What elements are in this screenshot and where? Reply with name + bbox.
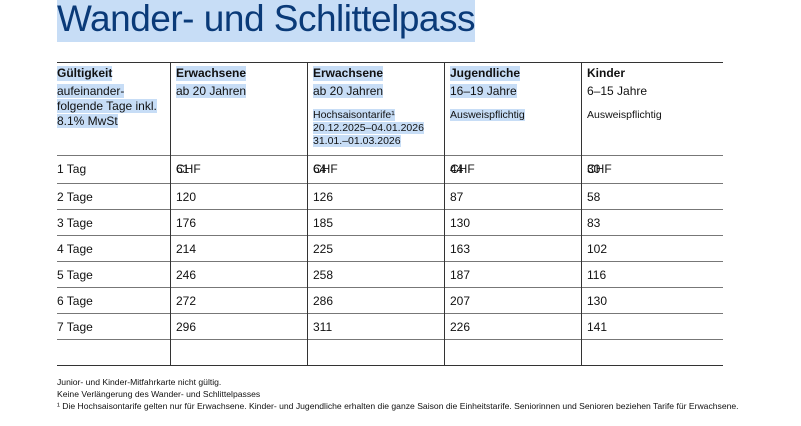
footnote: ¹ Die Hochsaisontarife gelten nur für Er…	[57, 401, 739, 411]
header-note: 31.01.–01.03.2026	[313, 135, 401, 147]
header-notes: Ausweispflichtig	[450, 109, 525, 122]
row-label: 7 Tage	[57, 320, 93, 334]
price: 130	[587, 294, 608, 308]
rule	[57, 261, 723, 262]
price: 30	[587, 162, 601, 176]
rule	[57, 287, 723, 288]
header-line: ab 20 Jahren	[176, 84, 247, 98]
price: 214	[176, 242, 197, 256]
rule	[57, 235, 723, 236]
currency: CHF	[587, 162, 612, 176]
row-label: 5 Tage	[57, 268, 93, 282]
price: 141	[587, 320, 608, 334]
rule	[57, 183, 723, 184]
price: 163	[450, 242, 471, 256]
column-rule	[307, 62, 308, 366]
header-title: Jugendliche	[450, 66, 521, 81]
header-line: folgende Tage inkl.	[57, 99, 157, 113]
currency: CHF	[313, 162, 338, 176]
price: 272	[176, 294, 197, 308]
rule	[57, 209, 723, 210]
row-label: 4 Tage	[57, 242, 93, 256]
header-cell: Erwachsene ab 20 Jahren	[313, 66, 384, 99]
price: 225	[313, 242, 334, 256]
header-note: Hochsaisontarife¹	[313, 109, 395, 121]
rule	[57, 365, 723, 366]
header-title: Kinder	[587, 66, 626, 80]
rule	[57, 62, 723, 63]
price: 246	[176, 268, 197, 282]
price: 311	[313, 320, 333, 334]
header-cell: Jugendliche 16–19 Jahre	[450, 66, 521, 99]
column-rule	[581, 62, 582, 366]
price: 187	[450, 268, 471, 282]
rule	[57, 155, 723, 156]
rule	[57, 339, 723, 340]
price: 185	[313, 216, 334, 230]
header-line: aufeinander-	[57, 84, 125, 98]
price: 83	[587, 216, 601, 230]
row-label: 1 Tag	[57, 162, 87, 176]
price: 58	[587, 190, 601, 204]
price: 44	[450, 162, 464, 176]
footnote: Junior- und Kinder-Mitfahrkarte nicht gü…	[57, 377, 222, 387]
price: 102	[587, 242, 608, 256]
header-cell: Erwachsene ab 20 Jahren	[176, 66, 247, 99]
price: 87	[450, 190, 464, 204]
header-note: 20.12.2025–04.01.2026	[313, 122, 424, 134]
price: 116	[587, 268, 607, 282]
row-label: 6 Tage	[57, 294, 93, 308]
price: 61	[176, 162, 190, 176]
column-rule	[170, 62, 171, 366]
header-line: 6–15 Jahre	[587, 84, 648, 98]
header-notes: Hochsaisontarife¹ 20.12.2025–04.01.2026 31…	[313, 109, 424, 148]
currency: CHF	[450, 162, 475, 176]
header-line: ab 20 Jahren	[313, 84, 384, 98]
header-line: 8.1% MwSt	[57, 114, 118, 128]
header-cell: Gültigkeit aufeinander-folgende Tage inkl…	[57, 66, 157, 129]
price: 296	[176, 320, 197, 334]
price: 226	[450, 320, 471, 334]
header-notes: Ausweispflichtig	[587, 109, 662, 122]
column-rule	[444, 62, 445, 366]
footnote: Keine Verlängerung des Wander- und Schli…	[57, 389, 261, 399]
header-cell: Kinder 6–15 Jahre	[587, 66, 647, 99]
header-title: Gültigkeit	[57, 66, 113, 81]
rule	[57, 313, 723, 314]
row-label: 2 Tage	[57, 190, 93, 204]
price: 126	[313, 190, 334, 204]
row-label: 3 Tage	[57, 216, 93, 230]
header-title: Erwachsene	[176, 66, 247, 81]
price: 64	[313, 162, 327, 176]
price: 286	[313, 294, 334, 308]
currency: CHF	[176, 162, 201, 176]
header-title: Erwachsene	[313, 66, 384, 81]
price: 176	[176, 216, 197, 230]
price: 207	[450, 294, 471, 308]
header-note: Ausweispflichtig	[587, 109, 662, 121]
price: 120	[176, 190, 197, 204]
price: 258	[313, 268, 334, 282]
price: 130	[450, 216, 471, 230]
header-line: 16–19 Jahre	[450, 84, 517, 98]
header-note: Ausweispflichtig	[450, 109, 525, 121]
title: Wander- und Schlittelpass	[57, 0, 476, 42]
